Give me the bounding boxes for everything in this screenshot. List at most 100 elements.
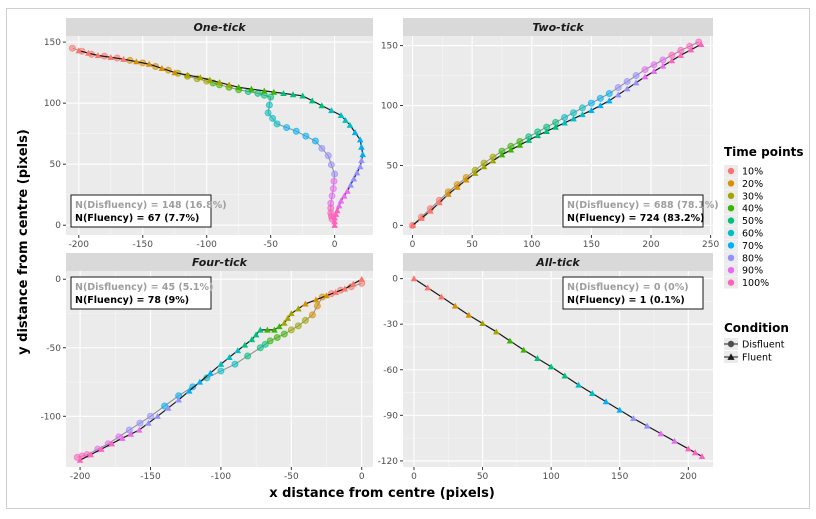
panel-strip bbox=[66, 18, 373, 36]
disfluent-point bbox=[267, 93, 275, 101]
fluent-point bbox=[302, 300, 309, 307]
fluent-point bbox=[340, 192, 348, 199]
legend-time-swatch bbox=[727, 229, 735, 237]
fluent-point bbox=[698, 453, 706, 460]
fluent-point bbox=[623, 85, 631, 92]
fluent-point bbox=[206, 76, 214, 83]
fluent-point bbox=[687, 46, 695, 53]
fluent-point bbox=[605, 97, 613, 104]
legend-time-swatch bbox=[727, 205, 735, 212]
fluent-point bbox=[534, 132, 542, 139]
fluent-point bbox=[427, 207, 434, 214]
disfluency-count: N(Disfluency) = 688 (78.1%) bbox=[567, 200, 719, 211]
legend-time-label: 80% bbox=[742, 253, 763, 264]
fluent-point bbox=[133, 58, 140, 65]
fluent-point bbox=[525, 136, 533, 143]
y-tick-label: 0 bbox=[55, 275, 61, 285]
disfluent-point bbox=[273, 120, 281, 128]
fluent-point bbox=[289, 91, 297, 98]
x-tick-label: 50 bbox=[477, 472, 489, 482]
x-axis-label: x distance from centre (pixels) bbox=[269, 486, 495, 501]
y-tick-label: 50 bbox=[387, 161, 399, 171]
legend-time-swatch bbox=[727, 267, 735, 274]
fluent-point bbox=[561, 119, 568, 126]
fluent-point bbox=[520, 346, 528, 353]
y-tick-label: 0 bbox=[392, 275, 398, 285]
disfluent-point bbox=[68, 44, 76, 52]
x-tick-label: 150 bbox=[583, 240, 600, 250]
fluent-point bbox=[94, 52, 102, 59]
disfluent-point bbox=[318, 144, 326, 152]
series-layer bbox=[68, 44, 367, 228]
fluent-point bbox=[337, 112, 345, 118]
disfluent-point bbox=[136, 419, 144, 427]
legend-time-swatch bbox=[727, 180, 735, 187]
disfluent-point bbox=[189, 383, 197, 391]
fluent-point bbox=[552, 123, 559, 130]
fluent-point bbox=[353, 169, 361, 176]
fluent-point bbox=[641, 73, 649, 80]
disfluent-point bbox=[313, 302, 321, 310]
disfluency-count: N(Disfluency) = 0 (0%) bbox=[567, 282, 689, 293]
fluent-point bbox=[534, 355, 541, 362]
y-tick-label: 150 bbox=[44, 38, 61, 48]
fluent-point bbox=[328, 107, 335, 114]
disfluent-point bbox=[294, 322, 302, 330]
fluent-point bbox=[158, 65, 166, 71]
fluent-point bbox=[650, 68, 658, 75]
disfluent-point bbox=[265, 101, 273, 109]
y-tick-label: -100 bbox=[41, 412, 62, 422]
disfluent-point bbox=[266, 337, 274, 345]
legend-time-swatch bbox=[727, 217, 735, 224]
fluent-point bbox=[410, 275, 418, 282]
panel-title: Two-tick bbox=[532, 21, 584, 34]
fluent-point bbox=[347, 181, 354, 188]
legend-time-label: 70% bbox=[742, 241, 763, 252]
fluent-point bbox=[668, 57, 676, 64]
fluent-point bbox=[671, 437, 678, 444]
fluent-point bbox=[331, 218, 338, 225]
fluent-point bbox=[543, 128, 550, 134]
fluent-point bbox=[135, 426, 143, 433]
fluent-point bbox=[308, 97, 316, 104]
disfluent-point bbox=[283, 124, 291, 132]
fluency-count: N(Fluency) = 78 (9%) bbox=[75, 295, 189, 306]
fluent-point bbox=[323, 292, 330, 299]
disfluent-point bbox=[217, 367, 225, 375]
fluent-point bbox=[235, 83, 242, 90]
fluent-point bbox=[271, 326, 278, 333]
disfluent-point bbox=[623, 78, 631, 86]
y-tick-label: 100 bbox=[381, 102, 398, 112]
panel-one-tick: One-tick -200 -150 -100 -50 0 0 50 100 150 N(Disfl… bbox=[44, 18, 373, 250]
fluent-point bbox=[331, 221, 338, 228]
x-tick-label: 0 bbox=[410, 240, 416, 250]
fluent-point bbox=[270, 88, 278, 95]
fluent-point bbox=[438, 293, 445, 300]
disfluent-point bbox=[146, 412, 154, 420]
x-tick-label: 100 bbox=[523, 240, 540, 250]
fluent-point bbox=[216, 79, 223, 86]
panel-title: All-tick bbox=[535, 256, 580, 269]
x-tick-label: -200 bbox=[69, 240, 90, 250]
fluent-point bbox=[241, 341, 249, 348]
x-tick-label: 100 bbox=[543, 472, 560, 482]
disfluent-point bbox=[254, 89, 262, 97]
fluency-count: N(Fluency) = 724 (83.2%) bbox=[567, 213, 705, 224]
y-tick-label: 0 bbox=[392, 221, 398, 231]
disfluent-point bbox=[308, 311, 316, 319]
fluent-point bbox=[451, 302, 459, 309]
fluent-point bbox=[312, 296, 320, 303]
panel-strip bbox=[403, 253, 713, 271]
disfluent-point bbox=[659, 56, 667, 64]
fluent-point bbox=[107, 54, 115, 61]
fluent-point bbox=[280, 319, 288, 326]
x-tick-label: 0 bbox=[411, 472, 417, 482]
x-tick-label: -50 bbox=[284, 472, 299, 482]
fluent-point bbox=[492, 328, 500, 335]
fluent-point bbox=[284, 314, 292, 321]
fluent-point bbox=[248, 85, 255, 92]
fluent-point bbox=[409, 222, 416, 229]
legend-time-swatch bbox=[727, 254, 735, 261]
